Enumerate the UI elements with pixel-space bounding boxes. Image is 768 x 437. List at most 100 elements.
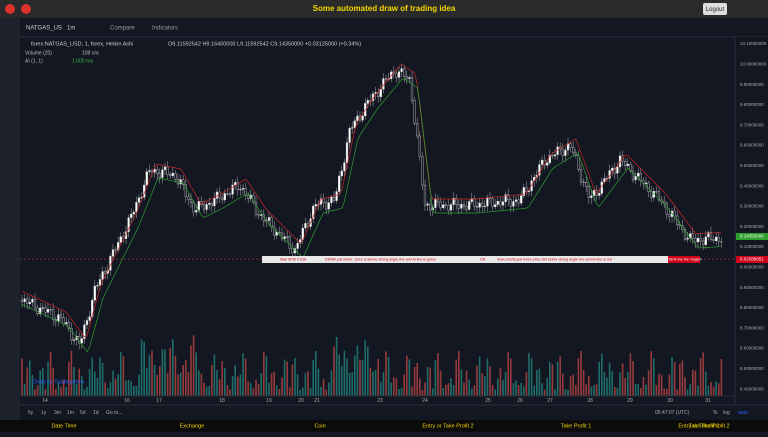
candle [338,175,341,192]
volume-bar [387,356,390,396]
candle [491,198,494,208]
candle [707,232,710,238]
candle [611,168,614,171]
candle [384,78,388,80]
candle [101,271,104,280]
volume-bar [632,361,634,396]
volume-bar [458,350,460,396]
volume-bar [569,376,572,396]
candle [582,181,585,183]
volume-bar [556,361,559,396]
icon[interactable] [5,4,15,14]
logout-label[interactable]: Logout [706,7,725,13]
top-bar [0,0,768,18]
icon[interactable] [21,4,31,14]
candle [208,203,211,205]
volume-bar [174,355,177,396]
candle [564,149,567,156]
volume-bar [148,355,151,396]
range-button[interactable]: Go to... [106,410,122,416]
volume-bar [94,371,96,396]
candle [499,201,502,206]
range-button[interactable]: 5y [28,410,34,416]
status-log[interactable]: log [723,410,730,416]
volume-bar [237,376,239,396]
volume-bar [39,370,41,396]
range-button[interactable]: 5d [80,410,86,416]
candle [260,214,263,216]
candle [213,198,216,207]
volume-bar [710,381,712,396]
status-time: 05:47:07 (UTC) [655,410,690,416]
volume-bar [231,376,234,396]
price-label: 9.60000000 [740,143,764,148]
time-label: 21 [314,398,320,404]
volume-bar [699,358,702,396]
last-price: 9.14350000 [740,234,764,239]
volume-bar [195,352,197,396]
candle [691,233,694,239]
candle [507,194,510,201]
price-label: 9.40000000 [740,183,764,188]
candle [210,203,213,207]
volume-bar [660,375,663,396]
logout-button[interactable] [703,3,727,15]
indicators[interactable]: Indicators [152,26,178,32]
volume-bar [538,368,541,396]
volume-bar [603,372,606,396]
candle [98,279,102,286]
volume-bar [645,384,647,396]
last-price-box [736,233,768,240]
time-label: 23 [377,398,383,404]
symbol[interactable]: NATGAS_US [26,26,62,32]
candle [517,199,520,204]
annotation: draw shorts just when price still below … [497,257,612,261]
volume-bar [372,371,374,396]
candle [278,231,281,234]
candle [647,182,650,192]
volume-bar [400,387,403,396]
candle [553,154,557,157]
range-button[interactable]: 3m [54,410,61,416]
column-label: Entry or Take Profit 2 [422,423,473,429]
candle [28,302,31,304]
watermark: Chart by TradingView [32,379,85,385]
volume-bar [328,382,330,396]
volume-bar [689,384,691,396]
candle [62,317,65,324]
candle [460,204,463,209]
range-button[interactable]: 1m [67,410,74,416]
range-button[interactable]: 1y [41,410,47,416]
compare[interactable]: Compare [110,26,135,32]
volume-bar [122,356,125,396]
candle [699,237,702,242]
price-label: 8.80000000 [740,305,764,310]
volume-bar [634,383,637,396]
candle [252,194,255,203]
volume-bar [114,378,117,396]
status-percent[interactable]: % [713,410,718,416]
range-button[interactable]: 1d [93,410,99,416]
price-label: 8.70000000 [740,325,764,330]
volume-bar [593,384,595,396]
candle [241,188,245,190]
volume-bar [62,379,65,396]
marker-price-box [736,256,768,263]
volume-bar [213,354,216,396]
candle [306,223,310,227]
bottom-bar [0,420,768,432]
candle [413,100,416,124]
annotation: THEN line the magic!! [667,257,702,261]
volume-bar [263,352,265,396]
candle [104,271,107,274]
candle [361,115,364,121]
time-label: 25 [485,398,491,404]
candle [335,191,338,201]
status-auto[interactable]: auto [738,410,748,416]
volume-bar [413,367,416,396]
volume-bar [348,373,351,396]
interval[interactable]: 1m [67,26,75,32]
volume-bar [421,389,424,396]
price-label: 9.50000000 [740,163,764,168]
candle [234,182,237,186]
